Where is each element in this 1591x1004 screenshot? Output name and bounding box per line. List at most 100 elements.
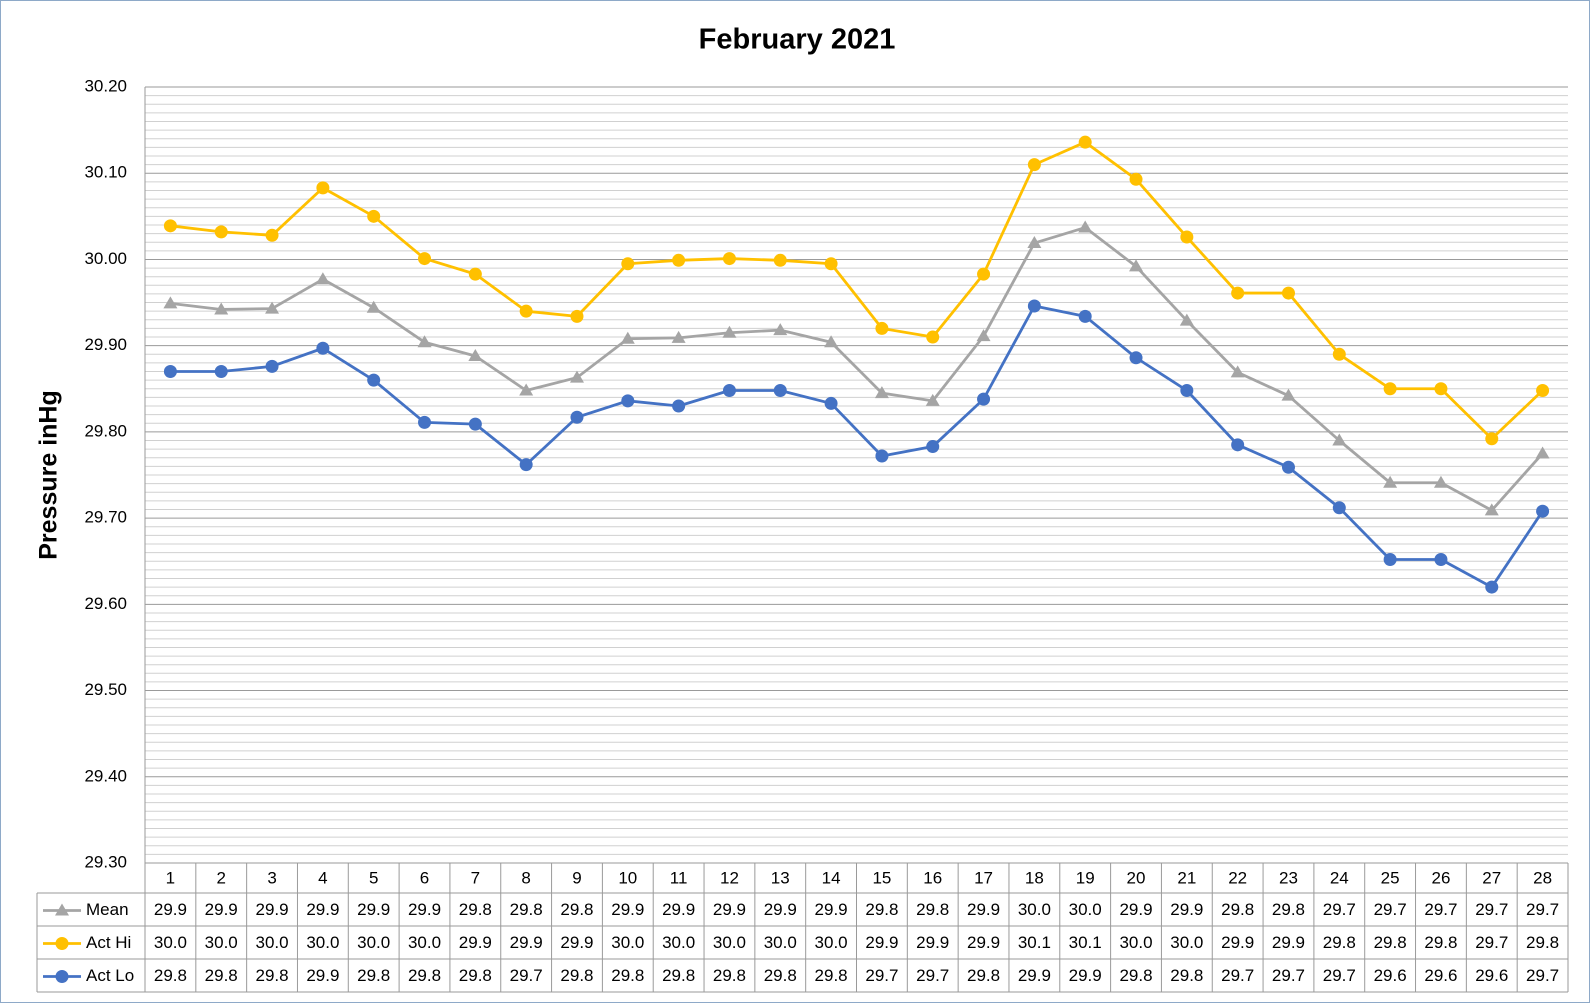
x-tick-label: 21 [1177,868,1196,887]
table-value: 29.8 [713,966,746,985]
table-value: 29.9 [306,966,339,985]
x-tick-label: 19 [1076,868,1095,887]
y-axis-title: Pressure inHg [35,390,63,560]
table-value: 30.0 [1170,933,1203,952]
data-point [366,300,381,313]
table-value: 29.7 [1424,900,1457,919]
table-value: 29.9 [1018,966,1051,985]
y-tick-label: 29.60 [84,594,127,613]
table-value: 29.7 [1526,900,1559,919]
table-value: 30.0 [611,933,644,952]
table-value: 30.1 [1018,933,1051,952]
data-point [1179,313,1194,326]
data-point [672,253,686,267]
data-point [1281,388,1296,401]
y-tick-label: 29.40 [84,766,127,785]
table-value: 29.8 [1374,933,1407,952]
table-value: 29.9 [205,900,238,919]
y-tick-label: 30.00 [84,249,127,268]
x-tick-label: 24 [1330,868,1349,887]
table-value: 29.7 [1374,900,1407,919]
table-value: 29.9 [1170,900,1203,919]
table-value: 29.9 [560,933,593,952]
y-tick-label: 29.80 [84,421,127,440]
table-value: 29.9 [662,900,695,919]
table-value: 30.0 [815,933,848,952]
data-point [418,252,432,266]
series-line [170,304,1544,589]
data-point [1281,460,1295,474]
table-value: 29.9 [408,900,441,919]
data-point [163,219,177,233]
table-value: 29.8 [205,966,238,985]
table-value: 29.7 [1475,900,1508,919]
data-point [977,267,991,281]
x-tick-label: 27 [1482,868,1501,887]
data-point [874,386,889,399]
x-tick-label: 7 [471,868,480,887]
data-point [519,458,533,472]
legend-label: Act Hi [86,933,131,952]
data-point [1383,475,1398,488]
data-point [1078,309,1092,323]
table-value: 30.0 [205,933,238,952]
table-value: 29.8 [1272,900,1305,919]
x-tick-label: 3 [267,868,276,887]
data-point [1078,135,1092,149]
table-value: 30.0 [256,933,289,952]
data-point [468,417,482,431]
data-point [621,257,635,271]
legend-marker [55,937,69,950]
table-value: 29.9 [713,900,746,919]
data-point [570,410,584,424]
data-point [468,267,482,281]
data-point [1281,286,1295,300]
data-point [163,365,177,379]
data-point [722,384,736,398]
data-point [1027,158,1041,172]
table-value: 29.6 [1424,966,1457,985]
x-tick-label: 14 [822,868,841,887]
table-value: 29.9 [967,900,1000,919]
table-value: 29.8 [865,900,898,919]
y-tick-label: 29.50 [84,680,127,699]
data-point [1129,259,1144,272]
table-value: 29.7 [865,966,898,985]
data-point [214,225,228,239]
table-value: 30.0 [1018,900,1051,919]
x-tick-label: 9 [572,868,581,887]
data-point [1536,384,1550,398]
table-value: 29.8 [459,900,492,919]
x-tick-label: 8 [521,868,530,887]
x-tick-label: 10 [618,868,637,887]
x-tick-label: 22 [1228,868,1247,887]
table-value: 30.0 [1119,933,1152,952]
data-point [672,399,686,413]
data-point [926,330,940,344]
table-value: 29.8 [256,966,289,985]
x-tick-label: 11 [670,868,688,887]
data-point [1129,172,1143,186]
x-tick-label: 13 [771,868,790,887]
table-value: 29.7 [1272,966,1305,985]
x-tick-label: 16 [923,868,942,887]
data-point [1535,446,1550,459]
data-point [1383,552,1397,566]
data-point [519,383,534,396]
data-point [875,449,889,463]
data-point [722,252,736,266]
data-point [569,370,584,383]
data-point [722,325,737,338]
x-tick-label: 12 [720,868,739,887]
table-value: 29.9 [256,900,289,919]
data-point [1230,365,1245,378]
table-value: 29.9 [357,900,390,919]
data-point [1231,438,1245,452]
data-point [265,301,280,314]
x-tick-label: 1 [166,868,175,887]
table-value: 30.1 [1069,933,1102,952]
x-tick-label: 26 [1431,868,1450,887]
table-value: 29.6 [1374,966,1407,985]
table-value: 29.7 [1323,900,1356,919]
